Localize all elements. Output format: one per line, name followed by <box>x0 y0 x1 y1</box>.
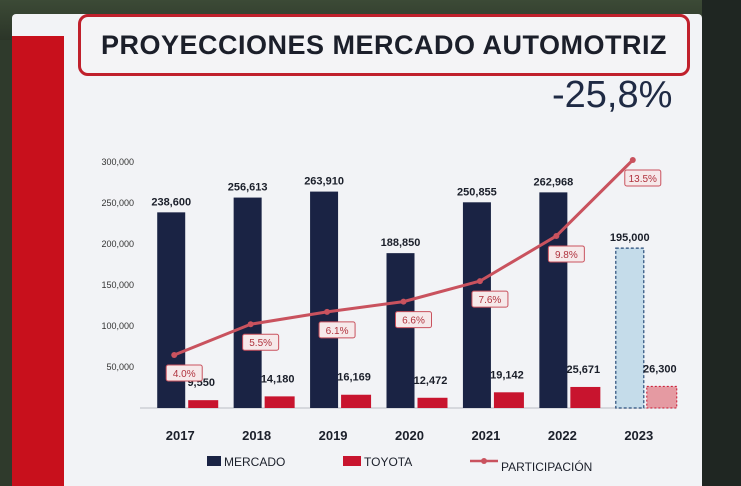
bar-toyota-2022 <box>570 386 601 408</box>
y-tick-label: 200,000 <box>101 239 134 249</box>
data-label-toyota-2023: 26,300 <box>643 363 677 375</box>
x-tick-label-2018: 2018 <box>242 428 271 443</box>
x-tick-label-2017: 2017 <box>166 428 195 443</box>
participacion-point-2021 <box>476 278 483 285</box>
data-label-toyota-2021: 19,142 <box>490 369 524 381</box>
bar-toyota-2020 <box>417 397 448 408</box>
legend-label-toyota: TOYOTA <box>364 455 412 469</box>
y-tick-label: 100,000 <box>101 321 134 331</box>
y-tick-label: 50,000 <box>106 362 134 372</box>
participacion-label-box-2018 <box>242 333 280 351</box>
page-title: PROYECCIONES MERCADO AUTOMOTRIZ <box>100 29 668 60</box>
participacion-label-box-2021 <box>471 290 509 308</box>
participacion-label-2023: 13.5% <box>629 174 657 185</box>
data-label-mercado-2019: 263,910 <box>304 176 344 188</box>
bar-mercado-2019 <box>310 191 339 408</box>
participacion-label-box-2023 <box>624 169 662 187</box>
participacion-label-2019: 6.1% <box>326 326 349 337</box>
data-label-mercado-2022: 262,968 <box>533 176 573 188</box>
bar-mercado-2022 <box>539 192 568 408</box>
screen-right-edge <box>702 0 741 486</box>
participacion-label-2022: 9.8% <box>555 250 578 261</box>
market-change-value: -25,8% <box>552 74 673 116</box>
x-tick-label-2022: 2022 <box>548 428 577 443</box>
data-label-toyota-2022: 25,671 <box>567 364 601 376</box>
bar-toyota-2018 <box>264 396 295 408</box>
bar-toyota-2017 <box>188 400 219 408</box>
data-label-mercado-2020: 188,850 <box>381 237 421 249</box>
participacion-point-2020 <box>400 298 407 305</box>
legend-label-participacion: PARTICIPACIÓN <box>501 459 592 474</box>
participacion-label-2017: 4.0% <box>173 369 196 380</box>
participacion-label-box-2019 <box>318 321 356 339</box>
data-label-mercado-2023: 195,000 <box>610 232 650 244</box>
x-tick-label-2019: 2019 <box>319 428 348 443</box>
participacion-point-2017 <box>171 352 178 358</box>
bar-toyota-2019 <box>341 394 372 408</box>
bar-mercado-2018 <box>233 197 262 408</box>
bar-toyota-2021 <box>493 392 524 408</box>
participacion-point-2023 <box>629 157 636 163</box>
data-label-toyota-2018: 14,180 <box>261 373 295 385</box>
x-tick-label-2023: 2023 <box>624 428 653 443</box>
data-label-mercado-2017: 238,600 <box>151 196 191 208</box>
red-side-band <box>12 36 64 486</box>
participacion-point-2019 <box>324 308 331 315</box>
legend-swatch-toyota <box>343 456 361 466</box>
participacion-label-box-2022 <box>547 245 585 263</box>
x-tick-label-2020: 2020 <box>395 428 424 443</box>
legend-label-mercado: MERCADO <box>224 455 285 469</box>
x-tick-label-2021: 2021 <box>471 428 500 443</box>
participacion-label-2021: 7.6% <box>479 295 502 306</box>
y-tick-label: 150,000 <box>101 280 134 290</box>
y-tick-label: 250,000 <box>101 198 134 208</box>
legend-marker-participacion <box>481 458 487 464</box>
bar-mercado-2023 <box>615 247 645 409</box>
data-label-toyota-2019: 16,169 <box>337 372 371 384</box>
data-label-mercado-2018: 256,613 <box>228 182 268 194</box>
participacion-label-box-2017 <box>165 364 203 382</box>
legend-swatch-mercado <box>207 456 221 466</box>
title-banner: PROYECCIONES MERCADO AUTOMOTRIZ <box>78 14 690 76</box>
bar-toyota-2023 <box>646 385 678 409</box>
data-label-toyota-2020: 12,472 <box>414 375 448 387</box>
y-tick-label: 300,000 <box>101 157 134 167</box>
participacion-label-box-2020 <box>395 311 432 329</box>
participacion-point-2018 <box>247 321 254 328</box>
participacion-label-2020: 6.6% <box>402 316 425 327</box>
bar-mercado-2020 <box>386 253 415 408</box>
participacion-label-2018: 5.5% <box>249 338 272 349</box>
participacion-point-2022 <box>553 232 560 239</box>
data-label-mercado-2021: 250,855 <box>457 186 497 198</box>
